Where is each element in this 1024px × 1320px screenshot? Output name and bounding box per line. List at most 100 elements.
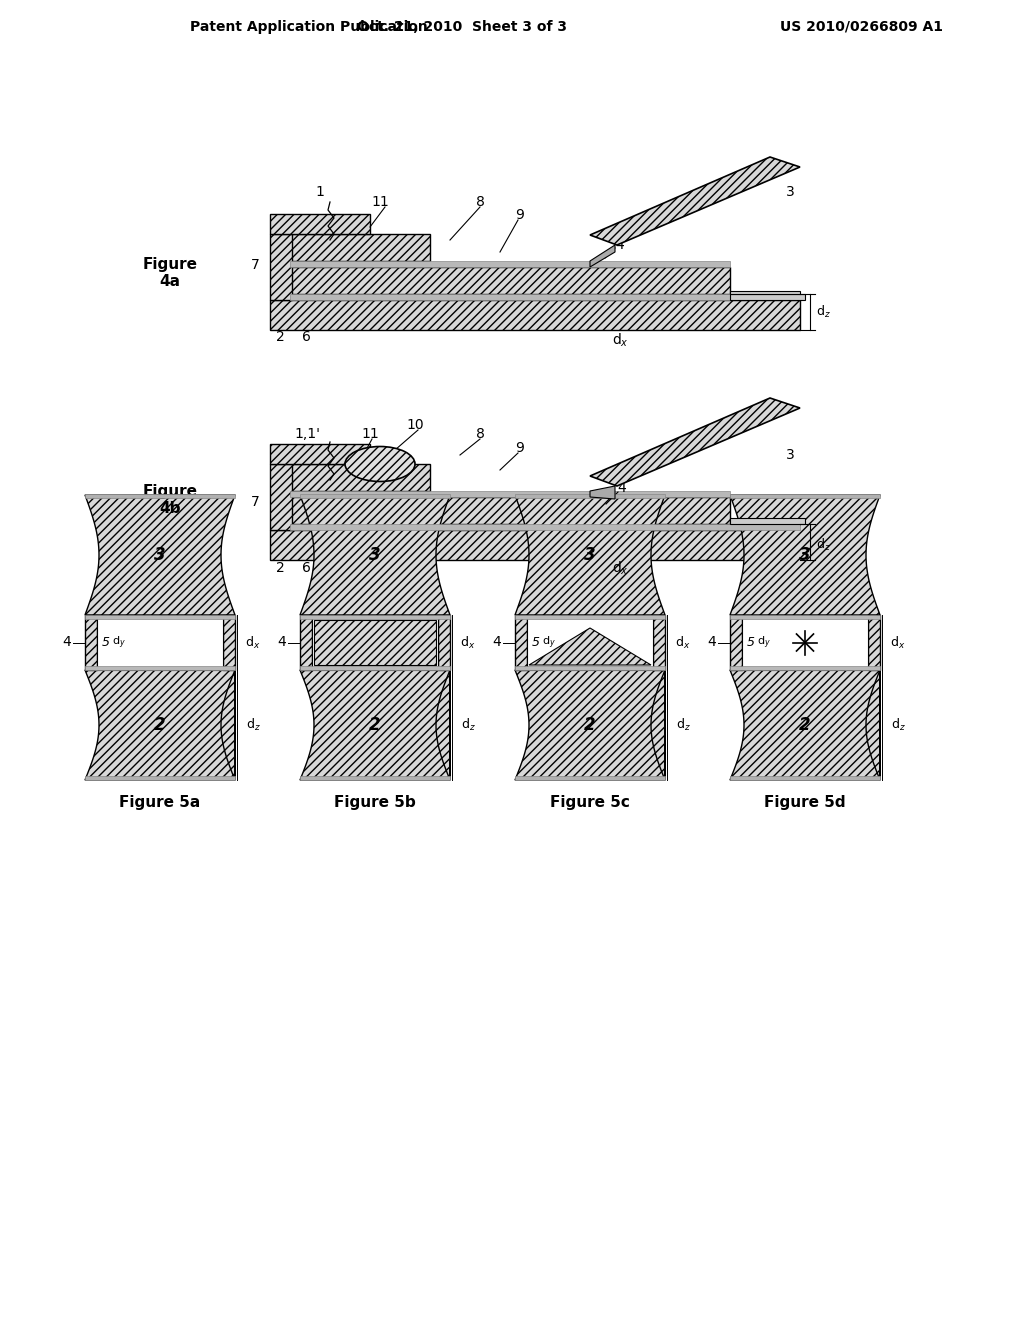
Bar	[85, 615, 234, 619]
Bar	[653, 615, 665, 671]
Text: 2: 2	[584, 715, 596, 734]
Bar	[868, 615, 880, 671]
Polygon shape	[85, 495, 234, 615]
Bar	[730, 667, 880, 671]
Bar	[515, 615, 527, 671]
Text: Oct. 21, 2010  Sheet 3 of 3: Oct. 21, 2010 Sheet 3 of 3	[357, 20, 567, 34]
Text: 2: 2	[155, 715, 166, 734]
Text: d$_z$: d$_z$	[815, 304, 830, 319]
Bar	[730, 494, 880, 498]
Text: 3: 3	[785, 185, 795, 199]
Bar	[515, 615, 665, 619]
Text: Figure 5b: Figure 5b	[334, 795, 416, 809]
Text: 4: 4	[493, 635, 502, 649]
Polygon shape	[590, 246, 615, 267]
Bar	[85, 615, 97, 671]
Text: 7: 7	[251, 495, 259, 510]
Text: 4: 4	[617, 480, 627, 495]
Text: 2: 2	[799, 715, 811, 734]
Text: d$_x$: d$_x$	[890, 635, 905, 651]
Text: 8: 8	[475, 195, 484, 209]
Text: 9: 9	[515, 441, 524, 455]
Bar	[438, 615, 450, 671]
Text: 5: 5	[746, 636, 755, 649]
Text: 4: 4	[278, 635, 287, 649]
Text: Patent Application Publication: Patent Application Publication	[190, 20, 428, 34]
Text: 8: 8	[475, 426, 484, 441]
Ellipse shape	[345, 446, 415, 482]
Text: 3: 3	[785, 447, 795, 462]
Text: 1,1': 1,1'	[294, 426, 319, 441]
Bar	[290, 498, 730, 524]
Text: Figure
4a: Figure 4a	[142, 257, 198, 289]
Bar	[290, 465, 430, 491]
Text: d$_x$: d$_x$	[461, 635, 476, 651]
Text: Figure
4b: Figure 4b	[142, 484, 198, 516]
Text: 7: 7	[251, 257, 259, 272]
Bar	[270, 300, 800, 330]
Bar	[300, 494, 450, 498]
Polygon shape	[300, 671, 450, 780]
Text: Figure 5c: Figure 5c	[550, 795, 630, 809]
Bar	[314, 620, 436, 665]
Text: d$_y$: d$_y$	[112, 635, 126, 651]
Text: 5: 5	[532, 636, 540, 649]
Text: 11: 11	[361, 426, 379, 441]
Bar	[515, 494, 665, 498]
Bar	[85, 494, 234, 498]
Bar	[97, 615, 223, 671]
Text: 5: 5	[317, 636, 325, 649]
Bar	[290, 294, 800, 300]
Bar	[270, 234, 292, 300]
Bar	[730, 615, 880, 619]
Text: d$_x$: d$_x$	[676, 635, 690, 651]
Text: d$_z$: d$_z$	[815, 537, 830, 553]
Bar	[290, 234, 430, 261]
Bar	[730, 776, 880, 780]
Polygon shape	[590, 486, 615, 499]
Polygon shape	[730, 671, 880, 780]
Text: 2: 2	[275, 330, 285, 345]
Bar	[290, 524, 800, 531]
Text: 2: 2	[275, 561, 285, 576]
Text: d$_y$: d$_y$	[757, 635, 771, 651]
Text: d$_x$: d$_x$	[246, 635, 261, 651]
Text: 4: 4	[615, 238, 625, 252]
Text: 3: 3	[584, 546, 596, 564]
Polygon shape	[515, 671, 665, 780]
Text: 9: 9	[515, 209, 524, 222]
Text: d$_z$: d$_z$	[676, 717, 690, 733]
Text: 1: 1	[315, 185, 325, 199]
Bar	[270, 444, 370, 465]
Polygon shape	[590, 157, 800, 246]
Bar	[730, 517, 805, 524]
Polygon shape	[300, 495, 450, 615]
Bar	[290, 261, 730, 267]
Text: d$_z$: d$_z$	[246, 717, 260, 733]
Bar	[730, 290, 800, 294]
Text: 4: 4	[708, 635, 717, 649]
Bar	[300, 615, 312, 671]
Text: 6: 6	[301, 330, 310, 345]
Text: 11: 11	[371, 195, 389, 209]
Bar	[270, 465, 292, 531]
Bar	[290, 491, 730, 498]
Bar	[270, 214, 370, 234]
Text: d$_z$: d$_z$	[891, 717, 905, 733]
Polygon shape	[590, 399, 800, 486]
Text: Figure 5a: Figure 5a	[120, 795, 201, 809]
Text: d$_x$: d$_x$	[611, 331, 629, 348]
Polygon shape	[529, 628, 651, 665]
Bar	[730, 294, 805, 300]
Text: 3: 3	[799, 546, 811, 564]
Polygon shape	[515, 495, 665, 615]
Text: d$_y$: d$_y$	[327, 635, 341, 651]
Text: 2: 2	[370, 715, 381, 734]
Bar	[312, 615, 438, 671]
Bar	[300, 615, 450, 619]
Polygon shape	[730, 495, 880, 615]
Text: d$_y$: d$_y$	[542, 635, 556, 651]
Bar	[85, 667, 234, 671]
Bar	[515, 667, 665, 671]
Text: d$_x$: d$_x$	[611, 560, 629, 577]
